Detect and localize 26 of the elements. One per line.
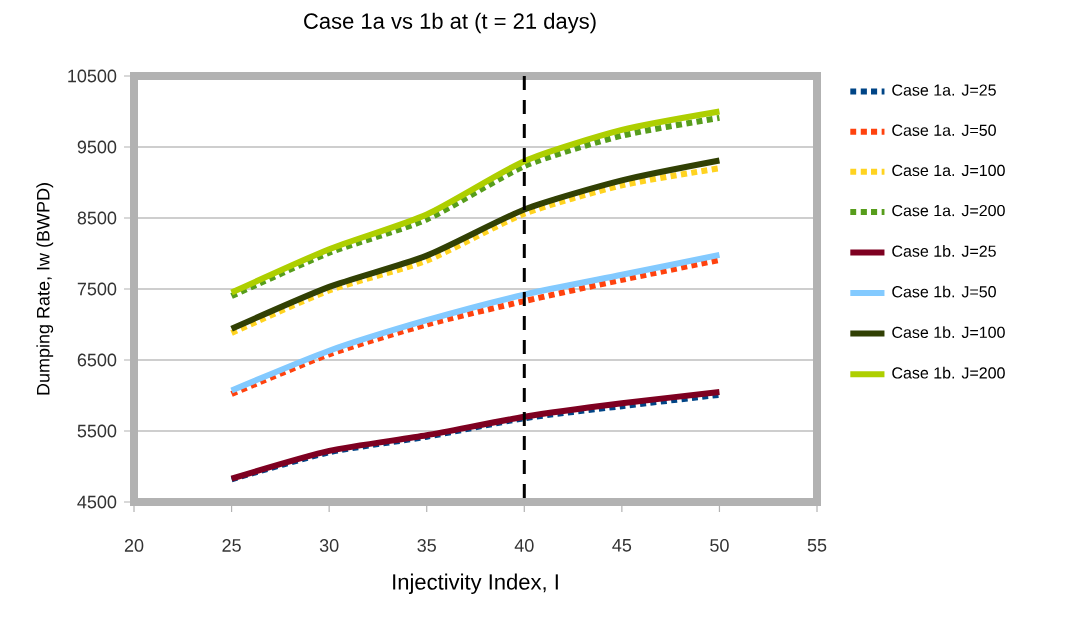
legend-label: Case 1a. J=200 <box>892 204 1005 217</box>
y-tick-label: 5500 <box>77 424 117 438</box>
y-tick-label: 8500 <box>77 211 117 225</box>
x-tick-label: 45 <box>612 539 632 552</box>
x-tick-label: 50 <box>710 539 729 552</box>
legend-label: Case 1b. J=100 <box>892 326 1005 339</box>
y-tick-label: 7500 <box>77 282 117 296</box>
chart-title: Case 1a vs 1b at (t = 21 days) <box>304 12 596 34</box>
x-tick-label: 55 <box>807 539 827 552</box>
x-tick-label: 20 <box>124 539 144 552</box>
y-tick-label: 9500 <box>77 140 117 154</box>
x-tick-label: 25 <box>222 539 241 552</box>
legend-label: Case 1b. J=200 <box>892 366 1005 379</box>
x-tick-label: 30 <box>319 539 339 552</box>
x-tick-label: 40 <box>514 539 534 552</box>
legend-label: Case 1a. J=100 <box>892 164 1005 177</box>
y-tick-label: 6500 <box>77 353 117 367</box>
y-axis-title: Dumping Rate, Iw (BWPD) <box>36 183 54 395</box>
y-tick-label: 10500 <box>68 69 117 83</box>
y-tick-label: 4500 <box>77 495 117 509</box>
legend-label: Case 1a. J=25 <box>892 84 996 96</box>
x-axis-title: Injectivity Index, I <box>393 573 558 595</box>
legend-label: Case 1b. J=50 <box>892 285 996 298</box>
x-tick-label: 35 <box>417 539 436 552</box>
legend-label: Case 1b. J=25 <box>892 245 996 257</box>
legend-label: Case 1a. J=50 <box>892 124 996 136</box>
